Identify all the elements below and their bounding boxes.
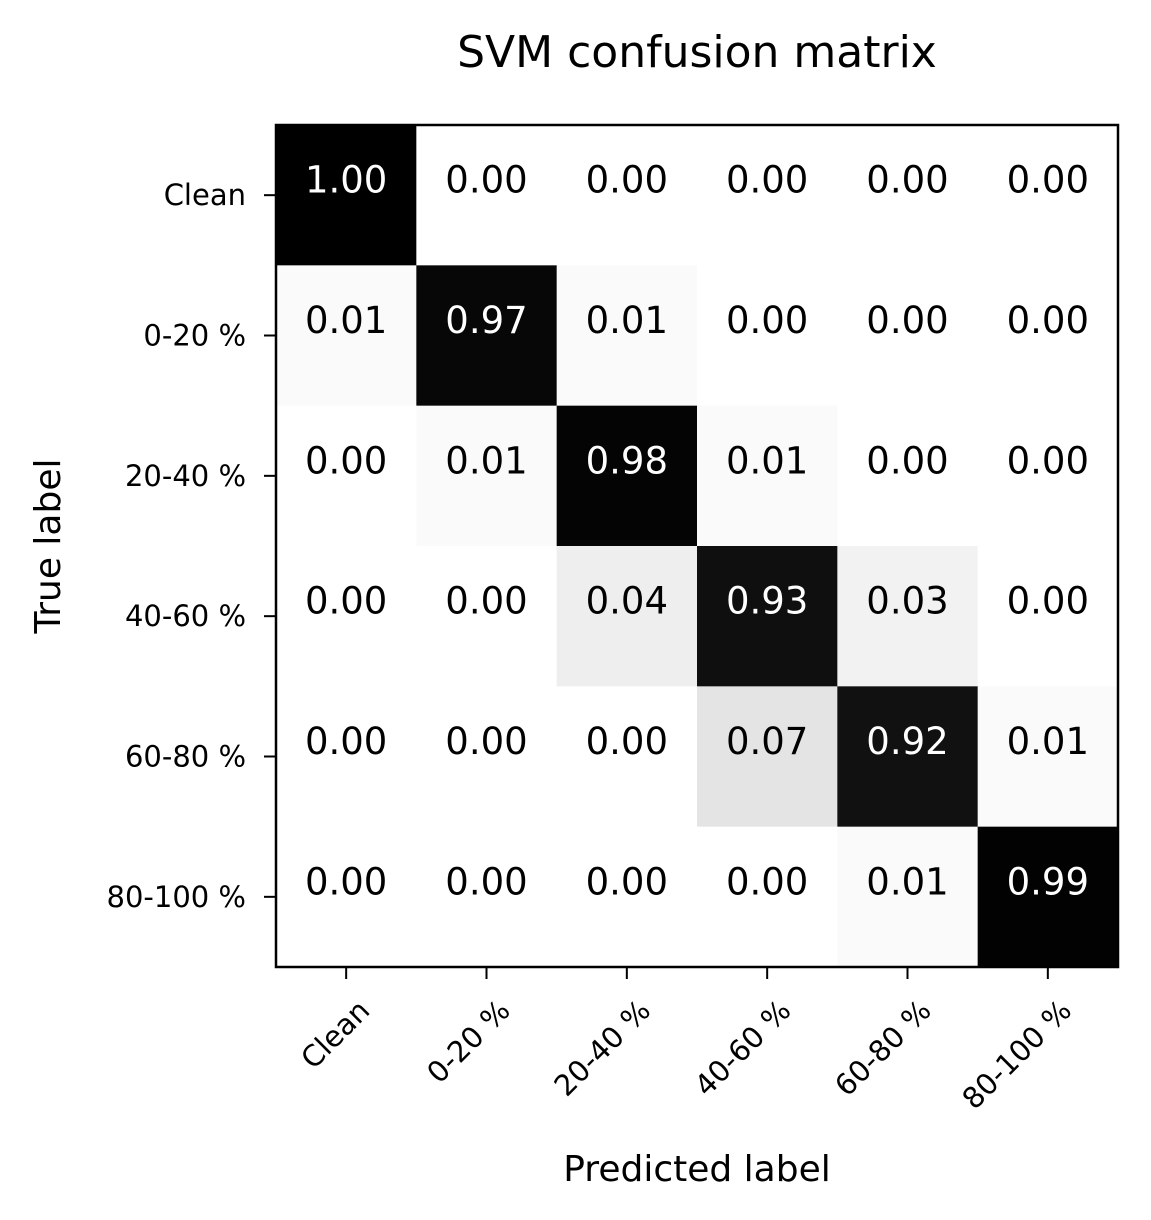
heatmap-cell — [837, 405, 979, 547]
cell-value-label: 0.00 — [726, 860, 808, 903]
heatmap-cell — [276, 265, 417, 407]
heatmap-cell — [416, 546, 558, 687]
heatmap-cell — [556, 265, 698, 407]
heatmap-cell — [556, 686, 698, 828]
cell-value-label: 0.93 — [726, 580, 808, 623]
cell-value-label: 0.00 — [866, 159, 948, 202]
x-tick-label: 0-20 % — [420, 993, 517, 1090]
heatmap-cell — [697, 546, 838, 687]
cell-value-label: 0.00 — [726, 299, 808, 342]
x-tick-label: 40-60 % — [688, 993, 798, 1103]
x-axis-ticks: Clean 0-20 % 20-40 % 40-60 % 60-80 % 80-100 % — [294, 967, 1078, 1116]
heatmap-cell — [276, 686, 417, 828]
cell-value-label: 0.01 — [1007, 720, 1089, 763]
cell-value-label: 0.00 — [445, 720, 527, 763]
heatmap-cell — [556, 125, 698, 266]
heatmap-cell — [416, 686, 558, 828]
heatmap-cell — [276, 826, 417, 968]
cell-value-label: 0.98 — [586, 439, 668, 482]
cell-value-label: 0.97 — [445, 299, 527, 342]
x-tick-label: 80-100 % — [955, 993, 1078, 1116]
heatmap-cell — [416, 826, 558, 968]
heatmap-cells — [276, 125, 1119, 968]
y-tick-label: 0-20 % — [143, 319, 246, 353]
cell-value-label: 0.00 — [445, 860, 527, 903]
heatmap-cell-labels: 1.00 0.00 0.00 0.00 0.00 0.00 0.01 0.97 0.01 0.00… — [305, 159, 1089, 904]
heatmap-cell — [416, 125, 558, 266]
plot-frame — [274, 123, 1120, 969]
heatmap-cell — [697, 125, 838, 266]
x-tick-label: Clean — [294, 993, 376, 1075]
cell-value-label: 0.00 — [866, 299, 948, 342]
cell-value-label: 0.00 — [1007, 299, 1089, 342]
x-axis-label: Predicted label — [563, 1149, 831, 1190]
heatmap-cell — [276, 546, 417, 687]
heatmap-cell — [416, 405, 558, 547]
heatmap-cell — [977, 546, 1119, 687]
heatmap-cell — [276, 405, 417, 547]
y-tick-label: 60-80 % — [125, 740, 246, 774]
heatmap-cell — [556, 546, 698, 687]
cell-value-label: 0.03 — [866, 580, 948, 623]
cell-value-label: 0.00 — [586, 159, 668, 202]
heatmap-cell — [837, 546, 979, 687]
cell-value-label: 0.04 — [586, 580, 668, 623]
y-tick-label: 80-100 % — [107, 880, 247, 914]
heatmap-cell — [977, 125, 1119, 266]
heatmap-cell — [977, 405, 1119, 547]
heatmap-cell — [697, 826, 838, 968]
cell-value-label: 0.01 — [586, 299, 668, 342]
cell-value-label: 0.01 — [445, 439, 527, 482]
cell-value-label: 0.01 — [726, 439, 808, 482]
y-tick-label: Clean — [164, 178, 246, 212]
cell-value-label: 0.00 — [726, 159, 808, 202]
heatmap-cell — [977, 265, 1119, 407]
heatmap-cell — [837, 826, 979, 968]
cell-value-label: 0.00 — [445, 159, 527, 202]
cell-value-label: 0.00 — [305, 439, 387, 482]
cell-value-label: 1.00 — [305, 159, 387, 202]
heatmap-cell — [837, 265, 979, 407]
heatmap-cell — [697, 405, 838, 547]
heatmap-cell — [556, 826, 698, 968]
heatmap-cell — [416, 265, 558, 407]
cell-value-label: 0.00 — [445, 580, 527, 623]
heatmap-cell — [977, 686, 1119, 828]
heatmap-cell — [837, 686, 979, 828]
cell-value-label: 0.00 — [1007, 159, 1089, 202]
y-tick-label: 40-60 % — [125, 599, 246, 633]
y-axis-ticks: Clean 0-20 % 20-40 % 40-60 % 60-80 % 80-100 % — [107, 178, 276, 914]
cell-value-label: 0.00 — [586, 860, 668, 903]
heatmap-cell — [977, 826, 1119, 968]
heatmap-cell — [697, 265, 838, 407]
x-tick-label: 60-80 % — [828, 993, 938, 1103]
heatmap-cell — [556, 405, 698, 547]
cell-value-label: 0.01 — [305, 299, 387, 342]
cell-value-label: 0.92 — [866, 720, 948, 763]
cell-value-label: 0.00 — [866, 439, 948, 482]
chart-title: SVM confusion matrix — [457, 27, 937, 78]
cell-value-label: 0.00 — [1007, 439, 1089, 482]
x-tick-label: 20-40 % — [547, 993, 657, 1103]
cell-value-label: 0.00 — [1007, 580, 1089, 623]
cell-value-label: 0.99 — [1007, 860, 1089, 903]
cell-value-label: 0.01 — [866, 860, 948, 903]
cell-value-label: 0.00 — [305, 720, 387, 763]
y-tick-label: 20-40 % — [125, 459, 246, 493]
cell-value-label: 0.00 — [305, 580, 387, 623]
heatmap-cell — [837, 125, 979, 266]
heatmap-cell — [276, 125, 417, 266]
cell-value-label: 0.00 — [305, 860, 387, 903]
cell-value-label: 0.00 — [586, 720, 668, 763]
heatmap-cell — [697, 686, 838, 828]
cell-value-label: 0.07 — [726, 720, 808, 763]
y-axis-label: True label — [28, 459, 69, 635]
